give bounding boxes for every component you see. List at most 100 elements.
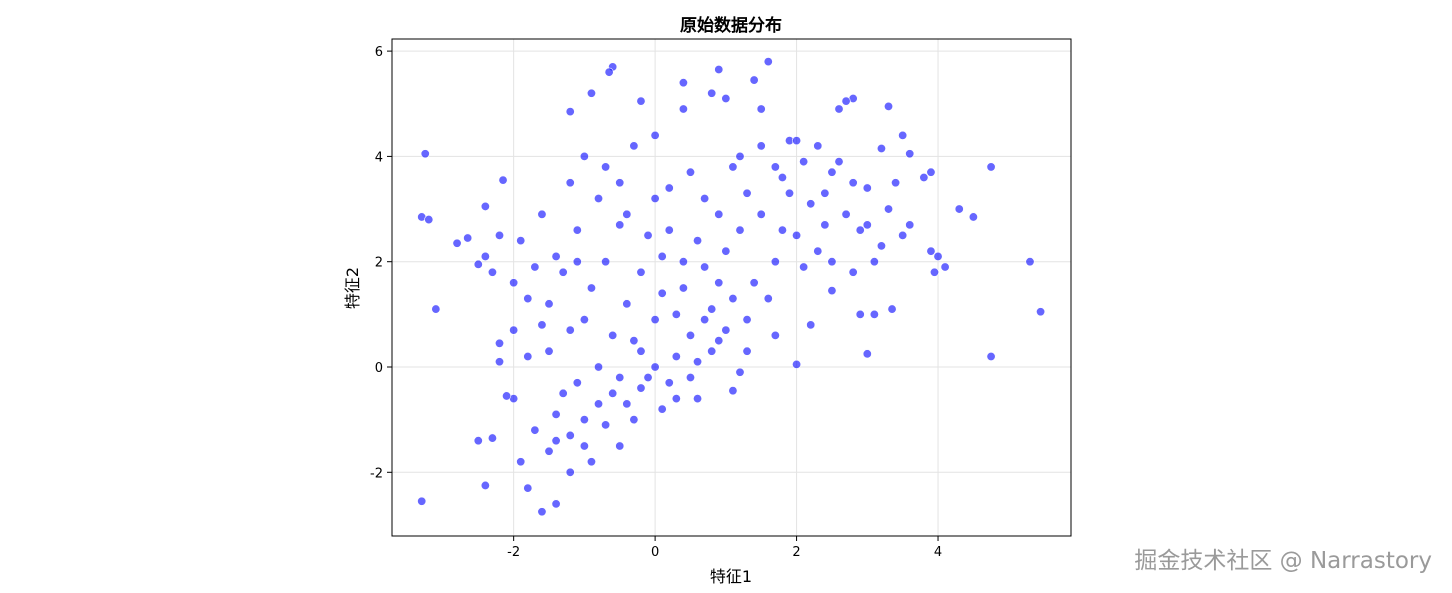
point [756, 209, 766, 219]
point [926, 167, 936, 177]
point [834, 157, 844, 167]
point [480, 251, 490, 261]
point [685, 373, 695, 383]
point [586, 283, 596, 293]
point [537, 320, 547, 330]
point [516, 236, 526, 246]
point [693, 236, 703, 246]
point [707, 346, 717, 356]
point [424, 215, 434, 225]
point [898, 130, 908, 140]
point [728, 386, 738, 396]
point [452, 238, 462, 248]
point [579, 151, 589, 161]
point [678, 283, 688, 293]
point [721, 325, 731, 335]
point [770, 330, 780, 340]
point [643, 230, 653, 240]
point [742, 315, 752, 325]
point [869, 257, 879, 267]
point [622, 209, 632, 219]
y-tick-label: 0 [375, 361, 383, 376]
point [594, 362, 604, 372]
x-tick-label: 0 [651, 545, 659, 560]
point [792, 230, 802, 240]
point [777, 172, 787, 182]
point [678, 104, 688, 114]
point [565, 107, 575, 117]
point [678, 78, 688, 88]
x-tick-label: 2 [792, 545, 800, 560]
plot-area: -2 0 2 4 -2 0 2 4 6 [370, 38, 1072, 560]
point [643, 373, 653, 383]
point [940, 262, 950, 272]
point [615, 373, 625, 383]
point [537, 209, 547, 219]
point [650, 130, 660, 140]
point [671, 351, 681, 361]
point [509, 325, 519, 335]
point [813, 141, 823, 151]
point [770, 257, 780, 267]
point [551, 436, 561, 446]
point [834, 104, 844, 114]
point [551, 251, 561, 261]
point [650, 315, 660, 325]
watermark: 掘金技术社区 @ Narrastory [1134, 548, 1432, 574]
point [806, 320, 816, 330]
point [855, 309, 865, 319]
point [657, 251, 667, 261]
point [685, 330, 695, 340]
point [820, 188, 830, 198]
point [558, 267, 568, 277]
point [986, 162, 996, 172]
point [523, 483, 533, 493]
point [855, 225, 865, 235]
point [777, 225, 787, 235]
point [820, 220, 830, 230]
point [601, 257, 611, 267]
point [650, 362, 660, 372]
point [622, 399, 632, 409]
point [905, 220, 915, 230]
point [417, 496, 427, 506]
point [968, 212, 978, 222]
point [572, 257, 582, 267]
point [799, 262, 809, 272]
point [884, 101, 894, 111]
point [929, 267, 939, 277]
point [799, 157, 809, 167]
point [891, 178, 901, 188]
point [579, 415, 589, 425]
point [420, 149, 430, 159]
point [728, 162, 738, 172]
chart-title: 原始数据分布 [680, 15, 782, 36]
point [594, 399, 604, 409]
point [495, 230, 505, 240]
point [537, 507, 547, 517]
point [986, 351, 996, 361]
point [721, 246, 731, 256]
point [848, 178, 858, 188]
point [530, 425, 540, 435]
point [586, 457, 596, 467]
point [813, 246, 823, 256]
point [827, 257, 837, 267]
point [756, 104, 766, 114]
point [636, 346, 646, 356]
point [728, 294, 738, 304]
point [806, 199, 816, 209]
point [431, 304, 441, 314]
point [608, 330, 618, 340]
point [579, 441, 589, 451]
y-tick-label: -2 [370, 466, 383, 481]
point [933, 251, 943, 261]
point [629, 141, 639, 151]
point [735, 225, 745, 235]
point [862, 220, 872, 230]
point [862, 183, 872, 193]
point [884, 204, 894, 214]
y-tick-label: 6 [375, 45, 383, 60]
point [763, 294, 773, 304]
